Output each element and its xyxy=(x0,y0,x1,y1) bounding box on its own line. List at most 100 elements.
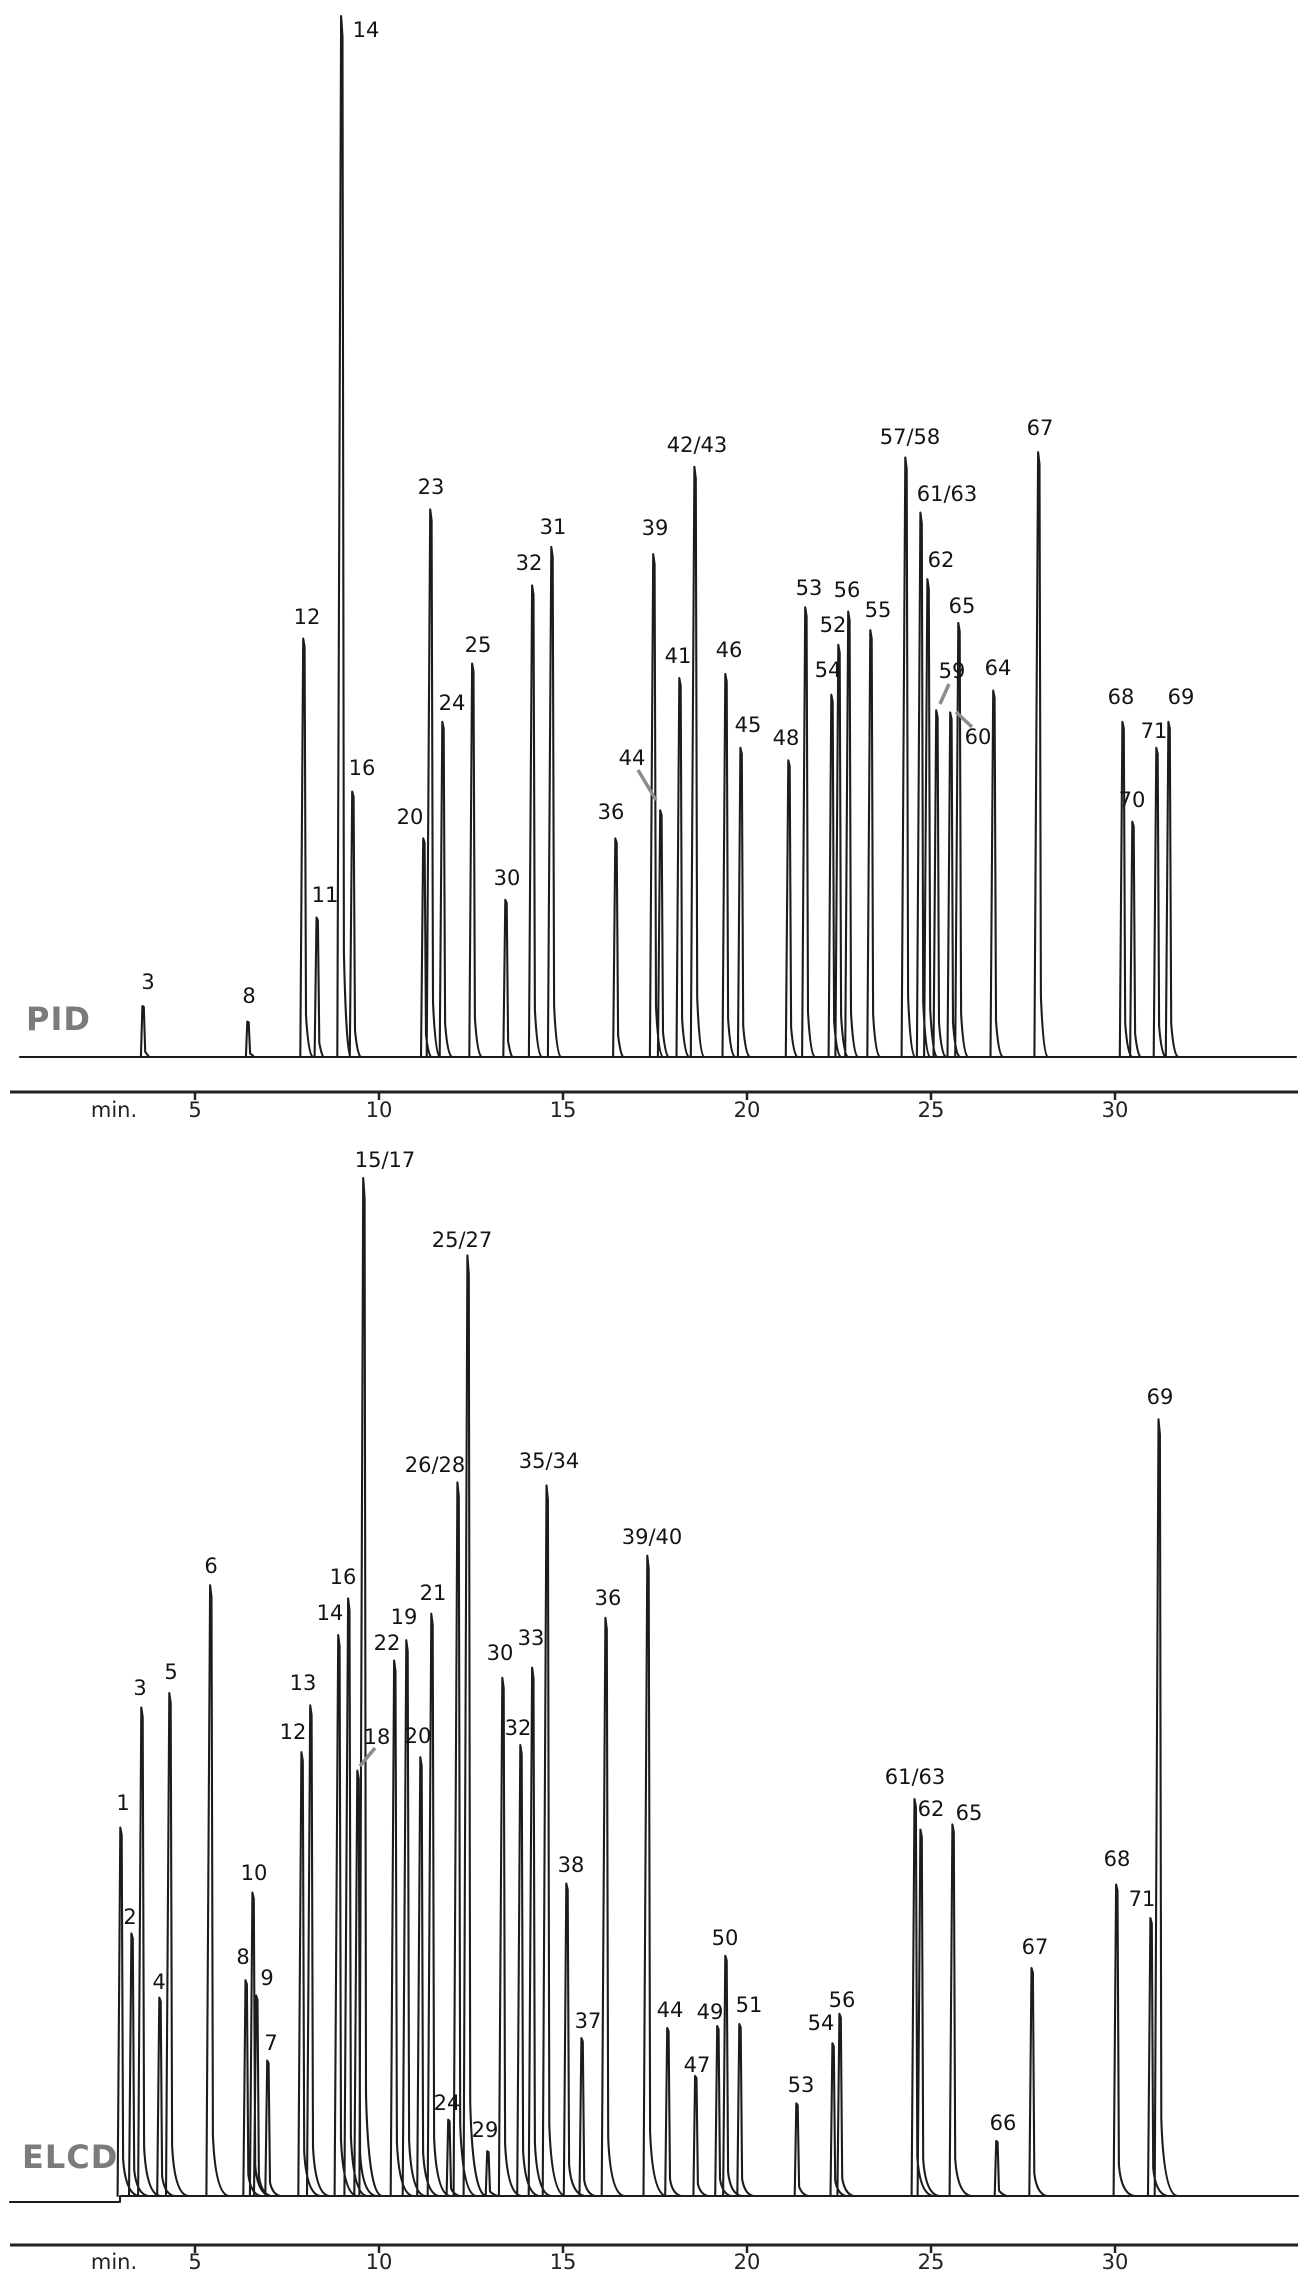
peak-label: 25/27 xyxy=(432,1228,493,1252)
peak-label: 16 xyxy=(330,1565,357,1589)
peak-label: 22 xyxy=(374,1631,401,1655)
peak-label: 24 xyxy=(439,691,466,715)
peak-label: 68 xyxy=(1108,685,1135,709)
elcd-axis-ticks xyxy=(193,2246,1117,2253)
pid-peak-leader-lines xyxy=(636,683,974,801)
pid-axis-ticks xyxy=(193,1093,1117,1100)
peak-label: 4 xyxy=(152,1970,165,1994)
axis-tick-label: 15 xyxy=(550,2250,577,2274)
peak-label: 7 xyxy=(264,2031,277,2055)
peak-label: 44 xyxy=(619,746,646,770)
peak-leader-line xyxy=(636,769,658,801)
elcd-peak-labels: 12345681097121314161815/17221920212426/2… xyxy=(116,1148,1173,2142)
peak-label: 56 xyxy=(834,578,861,602)
peak-label: 3 xyxy=(141,970,154,994)
peak-label: 12 xyxy=(294,605,321,629)
peak-label: 12 xyxy=(280,1720,307,1744)
peak-label: 39/40 xyxy=(622,1525,683,1549)
axis-tick-label: 20 xyxy=(734,1098,761,1122)
peak-label: 71 xyxy=(1129,1887,1156,1911)
peak-label: 30 xyxy=(494,866,521,890)
peak-label: 54 xyxy=(815,658,842,682)
elcd-trace xyxy=(8,1176,1300,2204)
peak-label: 51 xyxy=(736,1993,763,2017)
peak-label: 36 xyxy=(598,800,625,824)
peak-label: 18 xyxy=(364,1725,391,1749)
peak-label: 13 xyxy=(290,1671,317,1695)
elcd-axis-tick-labels: 5 10 15 20 25 30 xyxy=(188,2250,1128,2274)
peak-label: 46 xyxy=(716,638,743,662)
peak-label: 8 xyxy=(242,984,255,1008)
axis-tick-label: 15 xyxy=(550,1098,577,1122)
axis-tick-label: 20 xyxy=(734,2250,761,2274)
peak-label: 50 xyxy=(712,1926,739,1950)
peak-label: 45 xyxy=(735,713,762,737)
axis-tick-label: 5 xyxy=(188,1098,201,1122)
peak-label: 67 xyxy=(1022,1935,1049,1959)
elcd-axis-unit-label: min. xyxy=(91,2250,137,2274)
peak-label: 53 xyxy=(796,576,823,600)
axis-tick-label: 25 xyxy=(918,1098,945,1122)
peak-label: 20 xyxy=(405,1724,432,1748)
elcd-chromatogram: 5 10 15 20 25 30 12345681097121314161815/1722… xyxy=(8,1148,1300,2274)
peak-label: 70 xyxy=(1119,788,1146,812)
peak-label: 33 xyxy=(518,1626,545,1650)
peak-label: 55 xyxy=(865,598,892,622)
peak-label: 57/58 xyxy=(880,425,941,449)
peak-label: 19 xyxy=(391,1605,418,1629)
peak-label: 41 xyxy=(665,644,692,668)
peak-label: 54 xyxy=(808,2011,835,2035)
peak-label: 1 xyxy=(116,1791,129,1815)
peak-leader-line xyxy=(358,1746,377,1768)
pid-axis-unit-label: min. xyxy=(91,1098,137,1122)
peak-label: 15/17 xyxy=(355,1148,416,1172)
peak-label: 14 xyxy=(353,18,380,42)
peak-label: 20 xyxy=(397,805,424,829)
peak-label: 66 xyxy=(990,2111,1017,2135)
axis-tick-label: 10 xyxy=(366,2250,393,2274)
peak-label: 25 xyxy=(465,633,492,657)
pid-axis-tick-labels: 5 10 15 20 25 30 xyxy=(188,1098,1128,1122)
peak-label: 53 xyxy=(788,2073,815,2097)
peak-label: 26/28 xyxy=(405,1453,466,1477)
peak-label: 5 xyxy=(164,1660,177,1684)
peak-label: 36 xyxy=(595,1586,622,1610)
peak-label: 8 xyxy=(236,1945,249,1969)
peak-label: 14 xyxy=(317,1601,344,1625)
peak-label: 59 xyxy=(939,659,966,683)
peak-label: 6 xyxy=(204,1554,217,1578)
peak-label: 61/63 xyxy=(885,1765,946,1789)
peak-label: 32 xyxy=(505,1716,532,1740)
peak-label: 60 xyxy=(965,725,992,749)
peak-label: 11 xyxy=(312,883,339,907)
peak-label: 62 xyxy=(918,1797,945,1821)
axis-tick-label: 25 xyxy=(918,2250,945,2274)
peak-label: 30 xyxy=(487,1641,514,1665)
peak-label: 69 xyxy=(1147,1385,1174,1409)
peak-leader-line xyxy=(954,710,974,729)
peak-label: 56 xyxy=(829,1988,856,2012)
pid-peak-labels: 3 8 12 11 14 16 20 23 24 25 30 32 31 36 44 39 41 42/43 46 4… xyxy=(141,18,1194,1008)
peak-label: 64 xyxy=(985,656,1012,680)
axis-tick-label: 5 xyxy=(188,2250,201,2274)
peak-label: 31 xyxy=(540,515,567,539)
peak-label: 71 xyxy=(1141,719,1168,743)
peak-label: 52 xyxy=(820,613,847,637)
axis-tick-label: 30 xyxy=(1102,2250,1129,2274)
peak-label: 38 xyxy=(558,1853,585,1877)
peak-label: 69 xyxy=(1168,685,1195,709)
peak-leader-line xyxy=(938,683,951,705)
pid-chromatogram: 5 10 15 20 25 30 3 8 12 11 14 16 20 23 24 25 30 32 31 36 44… xyxy=(10,14,1298,1122)
peak-label: 42/43 xyxy=(667,433,728,457)
peak-label: 37 xyxy=(575,2009,602,2033)
elcd-peak-leader-lines xyxy=(358,1746,377,1768)
peak-label: 2 xyxy=(123,1905,136,1929)
peak-label: 62 xyxy=(928,548,955,572)
axis-tick-label: 30 xyxy=(1102,1098,1129,1122)
pid-detector-label: PID xyxy=(26,1000,91,1038)
peak-label: 65 xyxy=(949,594,976,618)
peak-label: 65 xyxy=(956,1801,983,1825)
peak-label: 61/63 xyxy=(917,482,978,506)
peak-label: 67 xyxy=(1027,416,1054,440)
